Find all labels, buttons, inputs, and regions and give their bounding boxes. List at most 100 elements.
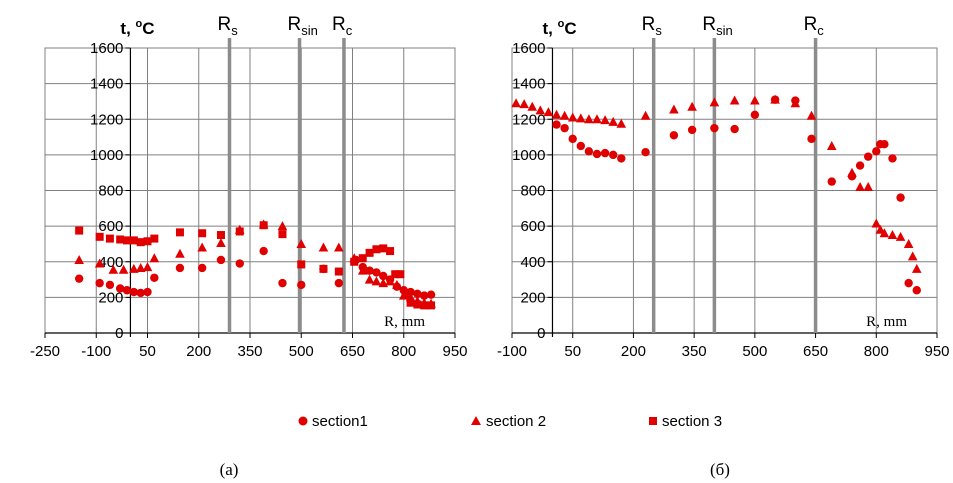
data-point-section1 — [552, 120, 561, 129]
data-point-section1 — [129, 287, 139, 297]
y-tick-label: 400 — [520, 254, 545, 271]
data-point-section2 — [584, 114, 594, 124]
radius-marker-label: Rc — [332, 14, 353, 38]
y-tick-label: 0 — [115, 325, 123, 342]
data-point-section3 — [278, 230, 287, 239]
data-point-section2 — [385, 276, 395, 286]
data-point-section2 — [364, 274, 375, 284]
data-point-section3 — [216, 231, 225, 240]
data-point-section2 — [855, 181, 865, 191]
legend-marker-triangle — [471, 416, 481, 425]
y-tick-label: 1400 — [90, 76, 123, 93]
data-point-section2 — [600, 115, 610, 125]
data-point-section1 — [855, 161, 865, 170]
x-tick-label: 650 — [340, 343, 365, 360]
y-axis-label-unit: C — [142, 19, 154, 38]
data-point-section2 — [129, 263, 139, 273]
data-point-section1 — [420, 291, 429, 300]
caption-a: (a) — [220, 460, 239, 479]
data-point-section2 — [142, 262, 153, 272]
data-point-section2 — [371, 276, 382, 286]
data-point-section2 — [551, 109, 562, 119]
data-point-section2 — [608, 116, 618, 126]
x-tick-label: 50 — [139, 343, 156, 360]
data-point-section2 — [687, 101, 697, 111]
data-point-section2 — [887, 230, 898, 240]
data-point-section1 — [568, 134, 577, 144]
data-point-section2 — [790, 98, 801, 108]
y-tick-label: 1400 — [512, 76, 545, 93]
y-tick-label: 800 — [98, 183, 123, 200]
data-point-section1 — [95, 278, 104, 288]
data-point-section2 — [318, 242, 329, 252]
x-tick-label: 50 — [564, 343, 581, 360]
data-point-section3 — [143, 237, 152, 246]
data-point-section3 — [259, 221, 268, 230]
radius-marker-subscript: s — [655, 23, 662, 38]
x-tick-label: 500 — [742, 343, 767, 360]
data-point-section2 — [543, 107, 554, 117]
data-point-section1 — [560, 123, 569, 133]
y-tick-label: 800 — [520, 183, 545, 200]
data-point-section3 — [396, 270, 405, 279]
data-point-section3 — [235, 227, 244, 236]
data-point-section3 — [401, 289, 410, 298]
data-point-section2 — [296, 238, 307, 248]
x-unit-label: R, mm — [384, 314, 425, 330]
x-tick-label: 200 — [186, 343, 211, 360]
legend-marker-circle — [298, 416, 308, 426]
data-point-section2 — [770, 94, 780, 104]
x-tick-label: 200 — [621, 343, 646, 360]
y-tick-label: 1000 — [90, 147, 123, 164]
data-point-section2 — [108, 264, 119, 274]
data-point-section3 — [150, 234, 159, 243]
data-point-section2 — [826, 140, 837, 150]
data-point-section1 — [413, 289, 422, 299]
x-tick-label: 800 — [391, 343, 416, 360]
data-point-section2 — [74, 254, 84, 264]
data-point-section1 — [278, 278, 287, 288]
data-point-section2 — [277, 221, 288, 231]
x-tick-label: -100 — [497, 343, 527, 360]
data-point-section2 — [216, 238, 226, 248]
data-point-section1 — [912, 286, 921, 295]
data-point-section3 — [334, 267, 343, 276]
data-point-section3 — [123, 236, 131, 245]
data-point-section2 — [729, 95, 740, 105]
data-point-section3 — [350, 257, 359, 266]
data-point-section2 — [567, 112, 578, 122]
legend-label: section 3 — [662, 413, 722, 430]
data-point-section3 — [427, 301, 436, 310]
data-point-section3 — [358, 254, 367, 263]
data-point-section2 — [559, 110, 570, 120]
data-point-section3 — [105, 234, 114, 243]
y-tick-label: 600 — [520, 218, 545, 235]
radius-marker-subscript: c — [346, 23, 353, 38]
data-point-section3 — [136, 238, 145, 247]
data-point-section2 — [903, 238, 914, 248]
data-point-section1 — [175, 263, 185, 273]
data-point-section3 — [365, 248, 374, 257]
data-point-section1 — [592, 149, 602, 159]
data-point-section1 — [669, 131, 679, 140]
radius-marker-subscript: c — [817, 23, 824, 38]
data-point-section1 — [297, 280, 306, 290]
legend-label: section 2 — [486, 413, 546, 430]
data-point-section3 — [413, 300, 422, 309]
data-point-section3 — [386, 247, 395, 256]
data-point-section2 — [847, 167, 857, 177]
data-point-section2 — [334, 242, 344, 252]
x-tick-label: -250 — [30, 343, 60, 360]
data-point-section2 — [527, 101, 538, 111]
data-point-section2 — [392, 279, 402, 289]
y-tick-label: 200 — [98, 289, 123, 306]
caption-b: (б) — [710, 460, 730, 479]
data-point-section3 — [319, 264, 328, 273]
data-point-section1 — [115, 284, 125, 293]
x-tick-label: 950 — [924, 343, 949, 360]
y-tick-label: 1200 — [512, 111, 545, 128]
data-point-section3 — [116, 235, 125, 244]
y-tick-label: 600 — [98, 218, 123, 235]
data-point-section2 — [750, 95, 760, 105]
data-point-section3 — [391, 270, 400, 279]
